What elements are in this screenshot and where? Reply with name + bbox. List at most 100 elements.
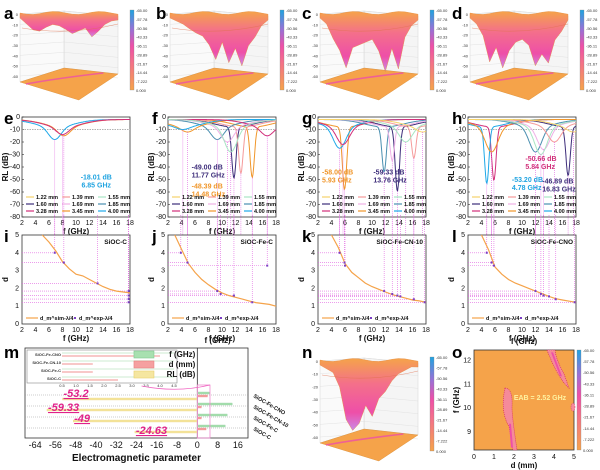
legend-label: 1.85 mm bbox=[108, 202, 130, 208]
floor-contour bbox=[325, 72, 404, 85]
x-tick-label: 16 bbox=[409, 220, 417, 227]
rl-value-label: -24.63 bbox=[136, 425, 167, 437]
colorbar-tick-label: -50.56 bbox=[286, 26, 298, 31]
colorbar-tick-label: -36.11 bbox=[586, 44, 598, 49]
legend-label: RL (dB) bbox=[167, 370, 196, 379]
y-tick-label: -50 bbox=[456, 177, 466, 184]
colorbar-tick-label: -28.89 bbox=[436, 52, 448, 57]
x-tick-label: 18 bbox=[422, 327, 430, 334]
rl-curve bbox=[317, 119, 426, 146]
y-tick-label: 9 bbox=[467, 429, 471, 436]
colorbar-tick-label: -21.67 bbox=[583, 415, 595, 420]
y-tick-label: -60 bbox=[10, 189, 20, 196]
annotation-frequency: 4.78 GHz bbox=[512, 185, 542, 192]
x-tick-label: 16 bbox=[259, 220, 267, 227]
legend-label: 1.22 mm bbox=[332, 195, 354, 201]
x-tick-label: 12 bbox=[382, 327, 390, 334]
y-tick-label: 4 bbox=[311, 250, 315, 257]
x-tick-label: 18 bbox=[572, 220, 580, 227]
x-axis-label: f (GHz) bbox=[63, 334, 90, 343]
legend-label: 1.55 mm bbox=[108, 195, 130, 201]
surface-threshold-contour bbox=[471, 23, 569, 32]
x-tick-label: 12 bbox=[232, 220, 240, 227]
z-tick-label: -30 bbox=[312, 397, 319, 402]
y-axis-label: RL (dB) bbox=[1, 152, 10, 181]
inset-bar-f bbox=[62, 360, 174, 362]
y-tick-label: -30 bbox=[306, 152, 316, 159]
surface-mesh bbox=[169, 11, 269, 67]
y-tick-label: 10 bbox=[463, 405, 471, 412]
colorbar-tick-label: -50.56 bbox=[136, 26, 148, 31]
x-tick-label: 18 bbox=[422, 220, 430, 227]
grid-line bbox=[364, 52, 419, 58]
colorbar-tick-label: -7.222 bbox=[586, 79, 598, 84]
y-tick-label: -10 bbox=[456, 127, 466, 134]
legend-label: 3.28 mm bbox=[332, 209, 354, 215]
inset-x-tick: 2.5 bbox=[115, 383, 121, 388]
colorbar-tick-label: -43.33 bbox=[583, 381, 595, 386]
z-tick-label: -40 bbox=[162, 53, 169, 58]
exp-point bbox=[96, 282, 99, 285]
legend-label: 1.69 mm bbox=[368, 202, 390, 208]
x-tick-label: -8 bbox=[173, 440, 181, 450]
highlight-box bbox=[196, 384, 211, 439]
top-axis-label: f (GHz) bbox=[204, 336, 231, 345]
min-rl-core bbox=[551, 352, 562, 377]
exp-point bbox=[251, 301, 254, 304]
rl-curve bbox=[168, 119, 276, 153]
colorbar-tick-label: -57.78 bbox=[586, 17, 598, 22]
x-tick-label: 4 bbox=[34, 220, 38, 227]
floor-contour bbox=[475, 72, 554, 85]
sample-title: SiOC-Fe-C bbox=[241, 239, 274, 246]
x-axis-label: f (GHz) bbox=[359, 334, 386, 343]
legend-label-sim: d_m^sim-λ/4 bbox=[40, 316, 74, 322]
x-tick-label: 2 bbox=[166, 220, 170, 227]
exp-point bbox=[554, 298, 557, 301]
x-tick-label: 8 bbox=[507, 220, 511, 227]
colorbar-tick-label: -65.00 bbox=[586, 8, 598, 13]
y-tick-label: -70 bbox=[306, 202, 316, 209]
x-tick-label: 18 bbox=[272, 220, 280, 227]
colorbar bbox=[129, 9, 135, 91]
exp-point bbox=[219, 292, 222, 295]
y-tick-label: -70 bbox=[456, 202, 466, 209]
x-tick-label: 12 bbox=[382, 220, 390, 227]
x-tick-label: 3 bbox=[532, 454, 536, 461]
surface-threshold-contour bbox=[321, 370, 419, 379]
y-tick-label: 0 bbox=[162, 114, 166, 121]
y-tick-label: 0 bbox=[312, 114, 316, 121]
y-tick-label: -30 bbox=[10, 152, 20, 159]
x-tick-label: 2 bbox=[316, 220, 320, 227]
y-tick-label: 3 bbox=[311, 268, 315, 275]
annotation-frequency: 5.93 GHz bbox=[322, 178, 352, 185]
x-tick-label: 16 bbox=[559, 220, 567, 227]
legend-label: 1.22 mm bbox=[36, 195, 58, 201]
x-tick-label: 2 bbox=[466, 327, 470, 334]
y-tick-label: 1 bbox=[15, 303, 19, 310]
legend-label: 1.69 mm bbox=[218, 202, 240, 208]
grid-line bbox=[319, 62, 365, 66]
floor-projection bbox=[169, 67, 269, 101]
exp-point bbox=[186, 261, 189, 264]
legend-label: 3.45 mm bbox=[368, 209, 390, 215]
legend-label: 1.55 mm bbox=[404, 195, 426, 201]
m-panel: f (GHz) -64 -56 -48 -40 -32 -24 -16 -8 0 8 16 Electr… bbox=[24, 336, 289, 464]
legend-label: 1.69 mm bbox=[72, 202, 94, 208]
x-tick-label: 14 bbox=[99, 220, 107, 227]
colorbar-tick-label: -43.33 bbox=[136, 35, 148, 40]
legend-label: f (GHz) bbox=[169, 350, 196, 359]
floor-projection bbox=[469, 67, 569, 101]
colorbar-tick-label: -50.56 bbox=[586, 26, 598, 31]
y-tick-label: 0 bbox=[311, 321, 315, 328]
legend-label-exp: d_m^exp-λ/4 bbox=[525, 316, 559, 322]
y-tick-label: 12 bbox=[463, 358, 471, 365]
z-tick-label: -60 bbox=[12, 74, 19, 79]
y-tick-label: -20 bbox=[306, 139, 316, 146]
z-tick-label: -50 bbox=[12, 64, 19, 69]
x-axis-label: Electromagnetic parameter bbox=[72, 453, 201, 464]
x-tick-label: 14 bbox=[99, 327, 107, 334]
x-tick-label: -24 bbox=[130, 440, 143, 450]
x-tick-label: 12 bbox=[232, 327, 240, 334]
